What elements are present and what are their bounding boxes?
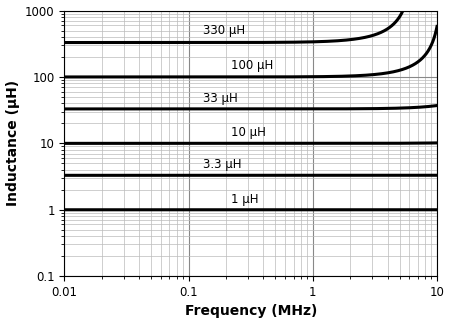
Text: 1 μH: 1 μH bbox=[231, 192, 259, 205]
X-axis label: Frequency (MHz): Frequency (MHz) bbox=[184, 305, 317, 318]
Text: 33 μH: 33 μH bbox=[203, 92, 238, 105]
Text: 10 μH: 10 μH bbox=[231, 126, 266, 139]
Y-axis label: Inductance (μH): Inductance (μH) bbox=[5, 80, 19, 206]
Text: 100 μH: 100 μH bbox=[231, 59, 274, 72]
Text: 3.3 μH: 3.3 μH bbox=[203, 158, 241, 171]
Text: 330 μH: 330 μH bbox=[203, 24, 245, 37]
